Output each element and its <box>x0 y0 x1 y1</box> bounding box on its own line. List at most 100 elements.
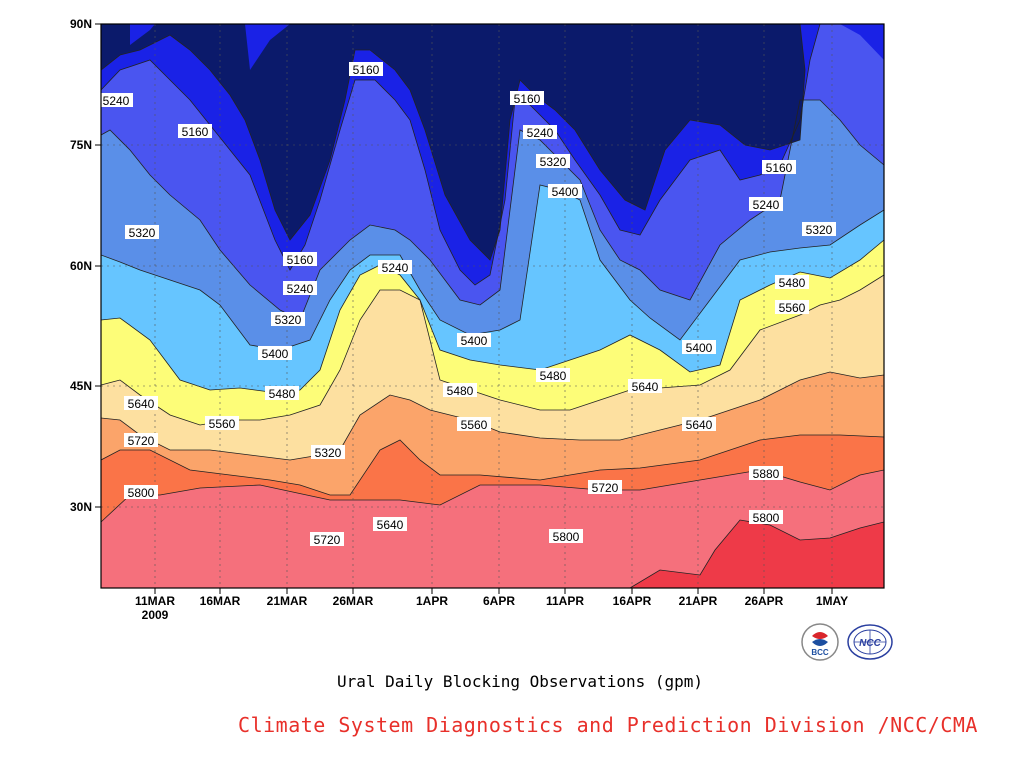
contour-label-text: 5240 <box>287 282 314 296</box>
contour-label: 5240 <box>283 281 317 296</box>
contour-label-box <box>682 417 716 431</box>
contour-label-box <box>99 93 133 107</box>
contour-label-text: 5480 <box>269 387 296 401</box>
ncc-logo: NCC <box>847 624 893 660</box>
ytick-label: 30N <box>70 500 92 514</box>
contour-label-box <box>124 485 158 499</box>
contour-label-text: 5240 <box>382 261 409 275</box>
contour-label: 5720 <box>124 433 158 448</box>
contour-label: 5640 <box>373 517 407 532</box>
xtick-label: 21APR <box>679 594 718 608</box>
contour-label: 5320 <box>536 154 570 169</box>
xtick-label: 11APR <box>546 594 584 608</box>
contour-label-box <box>457 417 491 431</box>
contour-label-box <box>628 379 662 393</box>
contour-label-text: 5320 <box>315 446 342 460</box>
ncc-logo-text: NCC <box>859 638 881 649</box>
contour-label: 5160 <box>762 160 796 175</box>
contour-label: 5480 <box>443 383 477 398</box>
contour-label-text: 5400 <box>552 185 579 199</box>
contour-label-text: 5800 <box>553 530 580 544</box>
contour-label-box <box>205 416 239 430</box>
contour-label: 5480 <box>536 368 570 383</box>
contour-label: 5320 <box>802 222 836 237</box>
contour-label-text: 5720 <box>128 434 155 448</box>
chart-title: Ural Daily Blocking Observations (gpm) <box>336 672 704 691</box>
contour-label-text: 5640 <box>686 418 713 432</box>
contour-label-box <box>283 281 317 295</box>
contour-label: 5640 <box>628 379 662 394</box>
contour-label: 5320 <box>311 445 345 460</box>
contour-label-box <box>124 433 158 447</box>
contour-label-text: 5800 <box>128 486 155 500</box>
contour-label-box <box>802 222 836 236</box>
grid <box>101 24 884 588</box>
contour-label-box <box>749 510 783 524</box>
contour-label-box <box>548 184 582 198</box>
contour-label-box <box>749 197 783 211</box>
contour-label-text: 5560 <box>209 417 236 431</box>
contour-label-box <box>373 517 407 531</box>
contour-label-box <box>536 368 570 382</box>
contour-label-box <box>749 466 783 480</box>
xtick-label: 6APR <box>483 594 515 608</box>
contour-label-text: 5880 <box>753 467 780 481</box>
bcc-logo: BCC <box>801 623 839 661</box>
contour-label: 5560 <box>205 416 239 431</box>
contour-label-box <box>457 333 491 347</box>
contour-label: 5800 <box>124 485 158 500</box>
contour-5240 <box>101 24 821 286</box>
contour-label-box <box>178 124 212 138</box>
contour-label: 5640 <box>682 417 716 432</box>
contour-label: 5240 <box>378 260 412 275</box>
contour-label: 5480 <box>265 386 299 401</box>
contour-label: 5560 <box>775 300 809 315</box>
contour-label-text: 5320 <box>129 226 156 240</box>
contour-label-box <box>124 396 158 410</box>
contour-label: 5800 <box>549 529 583 544</box>
contour-label-box <box>775 275 809 289</box>
contour-5320 <box>101 99 884 321</box>
contour-label-box <box>775 300 809 314</box>
xtick-label: 16MAR <box>200 594 241 608</box>
contour-label-box <box>310 532 344 546</box>
contour-label: 5320 <box>125 225 159 240</box>
contour-label-text: 5640 <box>128 397 155 411</box>
contour-label-box <box>125 225 159 239</box>
contour-label-text: 5400 <box>686 341 713 355</box>
ytick-label: 90N <box>70 17 92 31</box>
band-below-5160 <box>101 24 805 260</box>
contour-5800 <box>101 469 884 523</box>
xtick-label: 1MAY <box>816 594 848 608</box>
contour-5640 <box>101 371 884 461</box>
contour-label: 5720 <box>310 532 344 547</box>
xtick-label: 21MAR <box>267 594 308 608</box>
contour-label: 5400 <box>457 333 491 348</box>
contour-label-box <box>588 480 622 494</box>
contour-label: 5720 <box>588 480 622 495</box>
contour-label: 5240 <box>99 93 133 108</box>
contour-5480 <box>101 239 884 393</box>
contour-label-text: 5800 <box>753 511 780 525</box>
contour-lines <box>101 24 884 588</box>
contour-label-text: 5640 <box>632 380 659 394</box>
xtick-label: 26MAR <box>333 594 374 608</box>
contour-5400 <box>101 184 884 351</box>
contour-label-box <box>265 386 299 400</box>
contour-label-text: 5160 <box>514 92 541 106</box>
contour-label-text: 5400 <box>461 334 488 348</box>
contour-label-box <box>549 529 583 543</box>
contour-label-box <box>271 312 305 326</box>
contour-label-text: 5480 <box>447 384 474 398</box>
ytick-label: 45N <box>70 379 92 393</box>
contour-label-text: 5160 <box>353 63 380 77</box>
contour-label: 5800 <box>749 510 783 525</box>
contour-5160 <box>101 24 806 261</box>
contour-5720 <box>101 434 884 496</box>
contour-label: 5400 <box>258 346 292 361</box>
contour-label-text: 5160 <box>182 125 209 139</box>
contour-label-text: 5160 <box>766 161 793 175</box>
contour-label-text: 5240 <box>753 198 780 212</box>
contour-label-text: 5480 <box>779 276 806 290</box>
